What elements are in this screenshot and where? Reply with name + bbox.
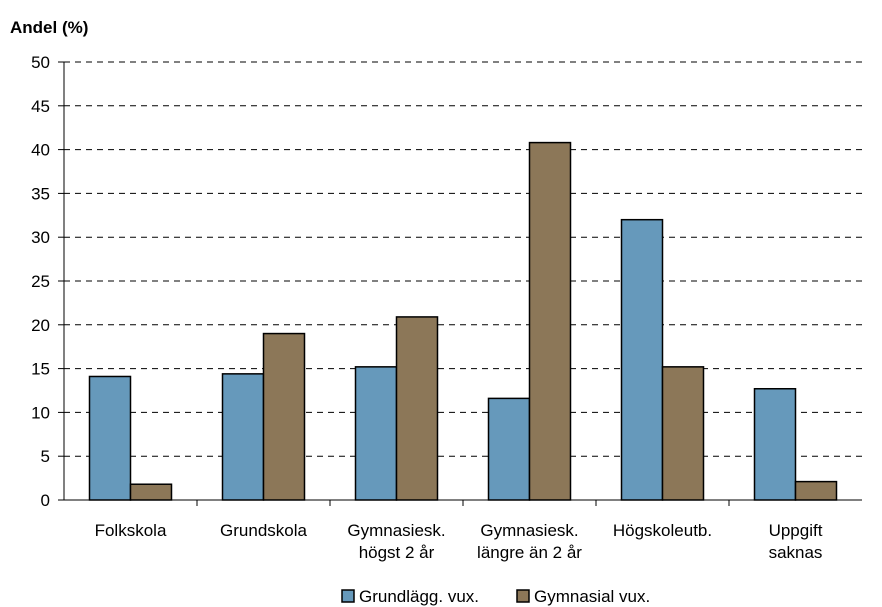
y-tick-label: 20 (31, 316, 50, 335)
y-tick-label: 50 (31, 53, 50, 72)
x-category-label: högst 2 år (359, 543, 435, 562)
legend-swatch (341, 589, 355, 603)
bar (395, 316, 439, 501)
x-category-label: Grundskola (220, 521, 307, 540)
bars (88, 141, 838, 501)
bar (487, 397, 531, 501)
x-category-label: Gymnasiesk. (480, 521, 578, 540)
bar (794, 480, 838, 501)
legend-label: Gymnasial vux. (534, 587, 650, 606)
y-tick-label: 0 (41, 491, 50, 510)
legend-swatch (516, 589, 530, 603)
legend-label: Grundlägg. vux. (359, 587, 479, 606)
x-category-labels: Folkskola Grundskola Gymnasiesk. högst 2 år… (95, 521, 823, 562)
y-tick-label: 35 (31, 184, 50, 203)
y-tick-label: 5 (41, 447, 50, 466)
bar (620, 218, 664, 501)
y-tick-label: 40 (31, 141, 50, 160)
x-category-label: Folkskola (95, 521, 167, 540)
x-category-label: Uppgift (769, 521, 823, 540)
x-category-label: Gymnasiesk. (347, 521, 445, 540)
bar (354, 366, 398, 501)
bar (262, 332, 306, 501)
x-category-label: Högskoleutb. (613, 521, 712, 540)
x-category-label: saknas (769, 543, 823, 562)
gridlines (64, 61, 862, 457)
bar (129, 483, 173, 501)
y-tick-label: 10 (31, 403, 50, 422)
bar (88, 375, 132, 501)
y-tick-label: 25 (31, 272, 50, 291)
legend: Grundlägg. vux. Gymnasial vux. (341, 587, 650, 606)
y-axis-label: Andel (%) (10, 18, 88, 37)
bar (528, 141, 572, 501)
axes (58, 61, 862, 506)
y-tick-label: 45 (31, 97, 50, 116)
bar (753, 387, 797, 501)
bar (221, 373, 265, 501)
bar (661, 366, 705, 501)
y-tick-label: 15 (31, 360, 50, 379)
y-tick-label: 30 (31, 228, 50, 247)
y-tick-labels: 0 5 10 15 20 25 30 35 40 45 50 (31, 53, 50, 510)
x-category-label: längre än 2 år (477, 543, 582, 562)
